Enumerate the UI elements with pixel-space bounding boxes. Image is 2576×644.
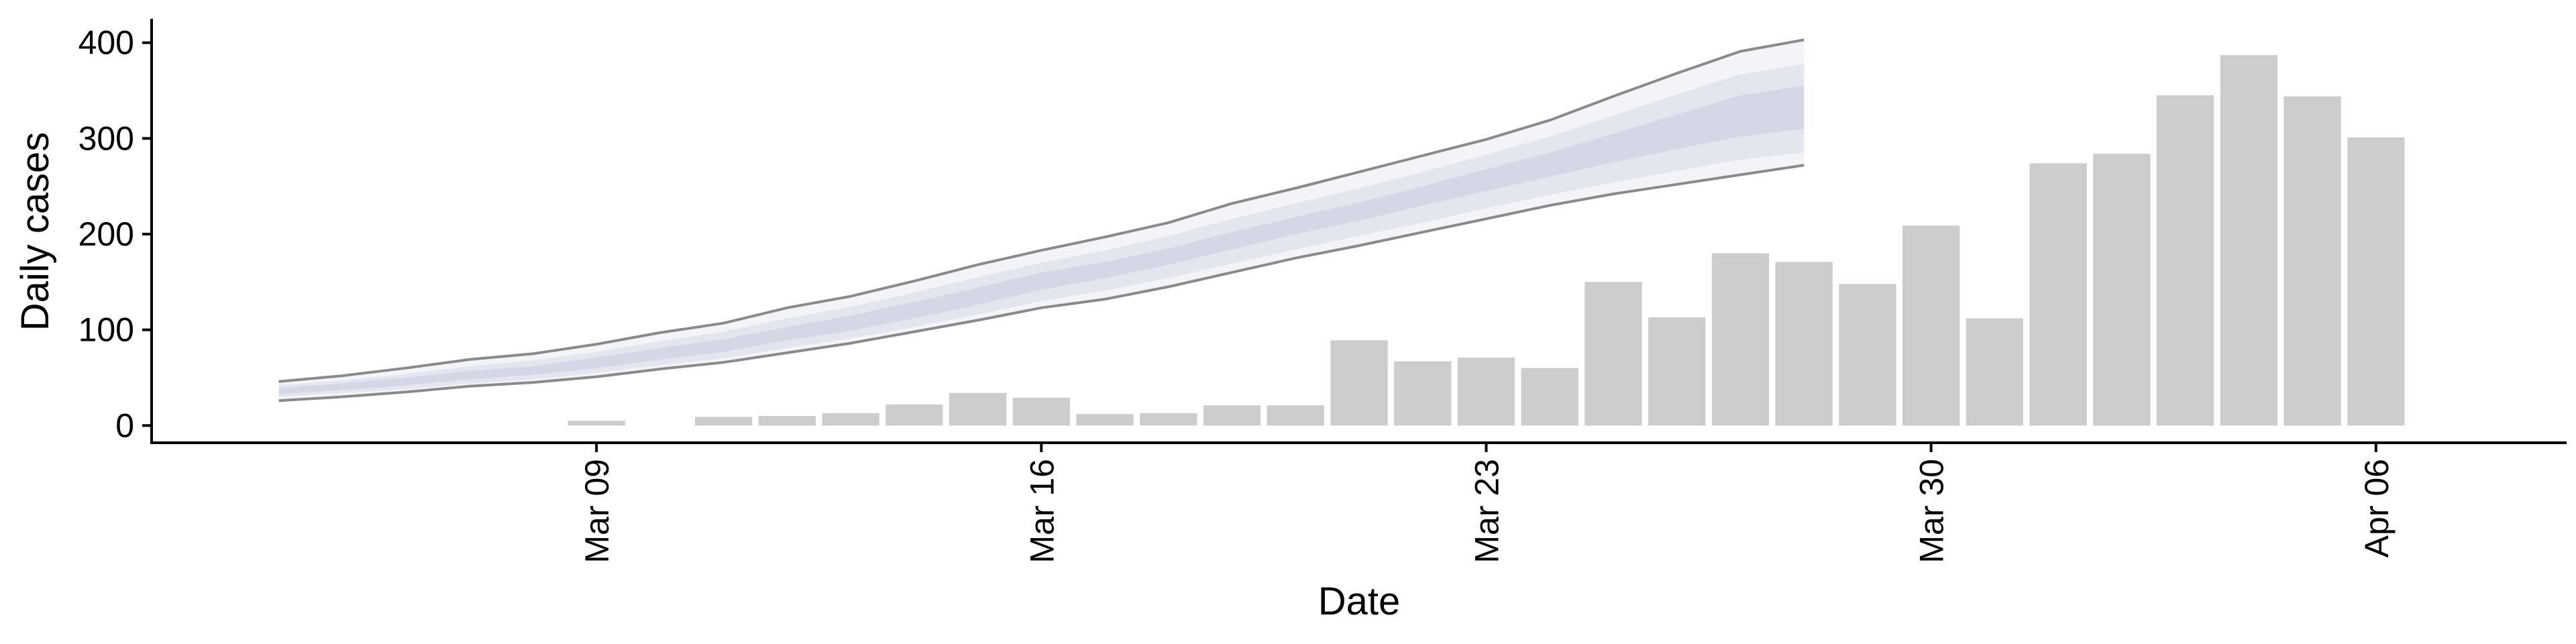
x-ticks: Mar 09 Mar 16 Mar 23 Mar 30 Apr 06: [578, 443, 2396, 564]
bar-2020-03-28: [1775, 262, 1833, 426]
bar-2020-03-24: [1521, 368, 1578, 426]
forecast-upper-line: [278, 38, 1805, 383]
bar-2020-03-30: [1902, 225, 1960, 426]
bar-2020-03-22: [1394, 361, 1452, 426]
y-tick-label: 100: [78, 311, 134, 349]
y-tick-label: 200: [78, 215, 134, 253]
y-ticks: 0 100 200 300 400: [78, 24, 152, 444]
bar-2020-03-16: [1012, 397, 1070, 426]
bar-2020-03-25: [1585, 282, 1642, 426]
bar-2020-03-09: [568, 421, 625, 426]
forecast-lower-line: [278, 164, 1805, 402]
y-tick-label: 300: [78, 119, 134, 157]
bar-2020-03-17: [1076, 414, 1134, 426]
bar-2020-03-19: [1203, 405, 1261, 426]
bar-2020-03-31: [1966, 318, 2023, 426]
bar-2020-04-01: [2029, 163, 2087, 426]
x-tick-label: Mar 30: [1913, 459, 1951, 564]
bar-2020-03-26: [1648, 317, 1706, 426]
x-tick-label: Mar 09: [578, 459, 616, 564]
bar-2020-04-05: [2284, 96, 2341, 426]
bar-2020-04-06: [2347, 137, 2405, 426]
y-axis-title: Daily cases: [13, 132, 57, 331]
bar-2020-03-18: [1140, 413, 1197, 426]
bar-2020-03-13: [822, 413, 879, 426]
x-tick-label: Apr 06: [2358, 459, 2396, 557]
bar-2020-04-02: [2093, 154, 2151, 426]
y-tick-label: 400: [78, 24, 134, 62]
bar-2020-03-21: [1330, 340, 1388, 426]
bar-2020-04-04: [2220, 55, 2277, 426]
forecast-band-outer: [278, 40, 1805, 401]
bar-2020-04-03: [2156, 95, 2214, 426]
axis-layer: [150, 19, 2567, 444]
x-tick-label: Mar 23: [1468, 459, 1506, 564]
bar-2020-03-14: [885, 404, 943, 426]
bar-2020-03-15: [949, 392, 1007, 426]
x-axis-title: Date: [1318, 580, 1401, 623]
x-tick-label: Mar 16: [1023, 459, 1061, 564]
bar-2020-03-23: [1457, 358, 1515, 426]
bar-layer: [568, 55, 2405, 426]
bar-2020-03-20: [1267, 405, 1324, 426]
forecast-band-layer: [278, 38, 1805, 402]
y-tick-label: 0: [115, 407, 134, 444]
bar-2020-03-12: [758, 416, 816, 426]
bar-2020-03-27: [1711, 253, 1770, 426]
bar-2020-03-29: [1839, 284, 1896, 426]
bar-2020-03-11: [695, 417, 753, 426]
